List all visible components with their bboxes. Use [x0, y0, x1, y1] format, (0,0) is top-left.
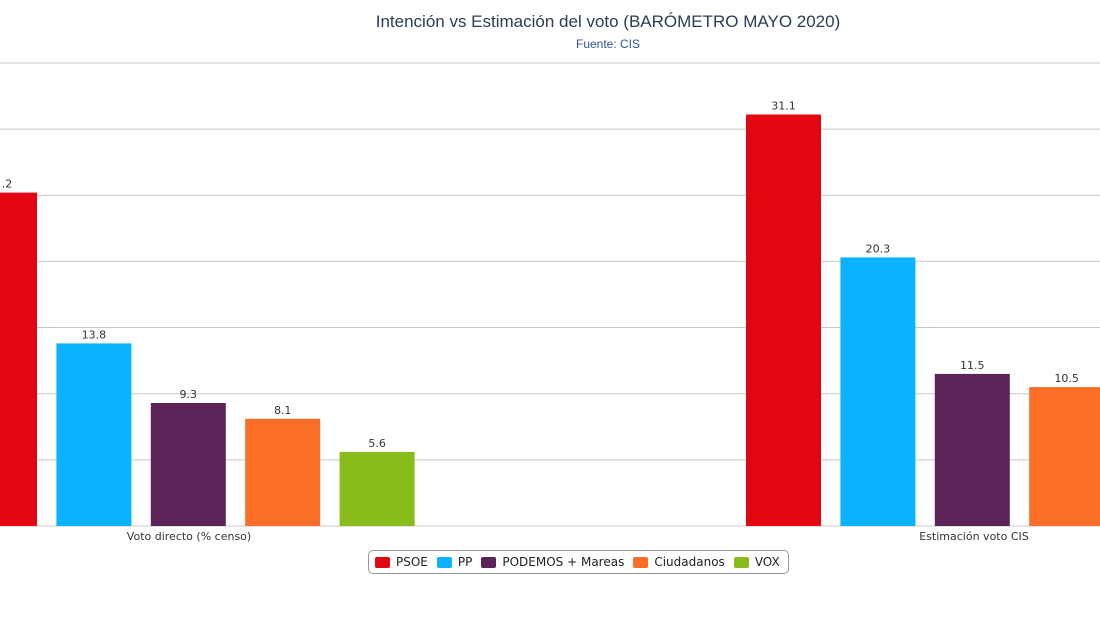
legend-label: PODEMOS + Mareas [502, 555, 625, 569]
legend-swatch [481, 556, 497, 568]
data-label: 5.6 [368, 437, 386, 450]
legend-label: Ciudadanos [654, 555, 725, 569]
chart-subtitle: Fuente: CIS [576, 37, 640, 51]
legend-item-vox[interactable]: VOX [733, 555, 780, 569]
bar-pp-1[interactable] [56, 343, 132, 526]
legend-item-pp[interactable]: PP [436, 555, 473, 569]
bar-ciudadanos-2[interactable] [1029, 387, 1100, 526]
bar-podemos-mareas-1[interactable] [150, 403, 226, 526]
data-label: 31.1 [771, 100, 796, 113]
legend-item-ciudadanos[interactable]: Ciudadanos [633, 555, 725, 569]
legend-item-psoe[interactable]: PSOE [375, 555, 428, 569]
legend-swatch [733, 556, 749, 568]
bar-podemos-mareas-2[interactable] [934, 373, 1010, 526]
data-label: .2 [2, 178, 13, 191]
bar-psoe-1[interactable] [0, 192, 37, 526]
legend-swatch [436, 556, 452, 568]
bar-ciudadanos-1[interactable] [245, 418, 321, 526]
legend-label: PP [457, 555, 473, 569]
gridlines [0, 62, 1100, 527]
category-label: Voto directo (% censo) [127, 530, 251, 543]
data-label: 9.3 [180, 388, 198, 401]
data-label: 11.5 [960, 359, 985, 372]
bar-pp-2[interactable] [840, 257, 916, 526]
legend-item-podemos-mareas[interactable]: PODEMOS + Mareas [481, 555, 624, 569]
bar-psoe-2[interactable] [746, 114, 821, 527]
category-labels: Voto directo (% censo) Estimación voto CI… [127, 530, 1029, 543]
data-label: 13.8 [82, 328, 107, 341]
legend-label: VOX [754, 555, 780, 569]
data-label: 8.1 [274, 404, 292, 417]
data-label: 20.3 [866, 242, 891, 255]
category-label: Estimación voto CIS [919, 530, 1029, 543]
data-labels: .2 13.8 9.3 8.1 5.6 31.1 20.3 11.5 10.5 [2, 100, 1079, 450]
legend-swatch [633, 556, 649, 568]
chart-title: Intención vs Estimación del voto (BARÓME… [376, 12, 841, 31]
data-label: 10.5 [1054, 372, 1079, 385]
legend-swatch [375, 556, 390, 568]
bar-vox-1[interactable] [339, 451, 415, 526]
bars [0, 114, 1100, 527]
legend-label: PSOE [396, 555, 428, 569]
legend: PSOE PP PODEMOS + Mareas Ciudadanos VOX [368, 550, 789, 574]
